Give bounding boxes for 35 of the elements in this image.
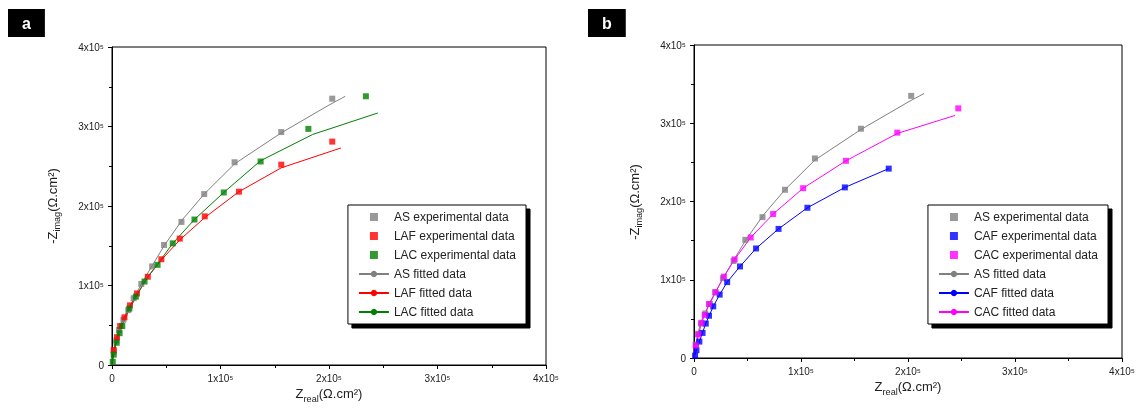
x-tick-label: 2x10⁵ xyxy=(895,365,921,377)
legend-label: CAF fitted data xyxy=(973,286,1055,300)
y-tick-label: 4x10⁵ xyxy=(78,41,104,53)
y-tick-label: 4x10⁵ xyxy=(660,39,686,51)
x-tick-label: 0 xyxy=(691,365,698,377)
y-tick-label: 0 xyxy=(680,352,687,364)
x-tick-label: 4x10⁵ xyxy=(1109,365,1135,377)
chart-title: a xyxy=(22,14,31,32)
y-tick-label: 1x10⁵ xyxy=(78,280,104,291)
legend-label: LAC fitted data xyxy=(393,305,474,319)
legend-label: AS fitted data xyxy=(393,267,467,281)
x-axis-title: Z$_{real}$(Ω.cm²) xyxy=(874,379,942,397)
y-tick-label: 3x10⁵ xyxy=(660,117,686,129)
x-tick-label: 1x10⁵ xyxy=(207,372,234,384)
legend-label: LAF experimental data xyxy=(393,229,515,243)
x-tick-label: 0 xyxy=(109,372,116,384)
chart-title: b xyxy=(602,14,612,32)
legend-label: AS experimental data xyxy=(393,210,509,224)
y-tick-label: 2x10⁵ xyxy=(660,196,686,207)
legend-label: LAF fitted data xyxy=(393,286,473,300)
legend-label: AS experimental data xyxy=(973,210,1089,224)
legend-label: LAC experimental data xyxy=(393,248,517,262)
x-tick-label: 3x10⁵ xyxy=(1002,365,1028,377)
legend-label: CAF experimental data xyxy=(973,229,1097,243)
y-tick-label: 2x10⁵ xyxy=(78,200,104,212)
y-tick-label: 1x10⁵ xyxy=(660,274,686,286)
x-tick-label: 4x10⁵ xyxy=(533,372,559,384)
x-tick-label: 3x10⁵ xyxy=(424,372,451,384)
legend-label: AS fitted data xyxy=(973,267,1047,281)
x-tick-label: 1x10⁵ xyxy=(788,365,814,377)
x-axis-title: Z$_{real}$(Ω.cm²) xyxy=(295,386,363,404)
legend-label: CAC experimental data xyxy=(973,248,1099,262)
y-tick-label: 3x10⁵ xyxy=(78,121,104,132)
x-tick-label: 2x10⁵ xyxy=(316,372,342,384)
legend-label: CAC fitted data xyxy=(973,305,1056,319)
